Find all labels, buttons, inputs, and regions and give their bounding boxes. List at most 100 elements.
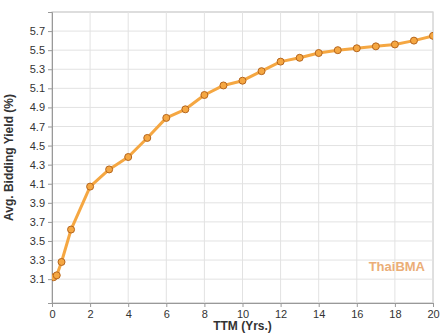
point [315,50,322,57]
tick-mark [48,260,52,261]
grid-line [90,12,91,303]
tick: 4.9 [30,101,52,113]
chart: 0 2 4 6 8 10 12 14 16 18 20 3.1 3.3 3.5 3.7 3.9 4.1 4.3 4.… [0,0,447,333]
point [430,32,434,39]
tick: 3.9 [30,197,52,209]
grid-line [166,12,167,303]
tick-mark [48,88,52,89]
point [125,154,132,161]
point [239,77,246,84]
tick-label: 3.7 [30,216,45,228]
point [58,258,65,265]
point [201,92,208,99]
grid-line [356,12,357,303]
point [53,272,60,279]
tick-mark [48,165,52,166]
tick: 3.5 [30,235,52,247]
tick-mark [48,69,52,70]
tick: 4.7 [30,121,52,133]
tick-mark [243,303,244,307]
tick-mark [48,203,52,204]
tick: 6 [164,303,170,320]
point [258,68,265,75]
tick-mark [48,31,52,32]
tick: 8 [202,303,208,320]
tick-label: 5.1 [30,82,45,94]
tick: 5.1 [30,82,52,94]
tick-mark [433,303,434,307]
plot: 0 2 4 6 8 10 12 14 16 18 20 3.1 3.3 3.5 3.7 3.9 4.1 4.3 4.… [30,12,440,320]
point [220,82,227,89]
tick-label: 4.9 [30,101,45,113]
point [163,114,170,121]
tick-label: 10 [237,308,249,320]
grid-line [242,12,243,303]
tick-label: 2 [88,308,94,320]
grid-line [433,12,434,303]
tick-label: 5.7 [30,25,45,37]
point [277,58,284,65]
tick: 16 [351,303,363,320]
tick: 2 [88,303,94,320]
tick-mark [166,303,167,307]
tick: 4 [126,303,132,320]
tick-mark [48,146,52,147]
point [68,226,75,233]
tick-mark [48,279,52,280]
axis-line [53,304,434,308]
tick-label: 4.3 [30,159,45,171]
tick: 5.7 [30,25,52,37]
tick-mark [357,303,358,307]
point [296,54,303,61]
tick-mark [48,107,52,108]
watermark: ThaiBMA [369,259,426,274]
tick-label: 4.1 [30,178,45,190]
tick-label: 4.5 [30,140,45,152]
tick: 4.1 [30,178,52,190]
tick: 4.5 [30,140,52,152]
tick-label: 6 [164,308,170,320]
tick-mark [395,303,396,307]
tick-mark [319,303,320,307]
tick-label: 5.3 [30,63,45,75]
tick-label: 4.7 [30,121,45,133]
point [87,183,94,190]
point [182,106,189,113]
tick-mark [90,303,91,307]
x-axis-title: TTM (Yrs.) [213,319,272,333]
tick-label: 14 [313,308,325,320]
grid-line [204,12,205,303]
tick: 3.7 [30,216,52,228]
tick-mark [48,241,52,242]
y-axis-title: Avg. Bidding Yield (%) [2,94,16,221]
point [372,43,379,50]
tick: 12 [275,303,287,320]
tick-mark [48,50,52,51]
tick-mark [128,303,129,307]
tick: 20 [427,303,439,320]
tick: 10 [237,303,249,320]
point [144,134,151,141]
tick-label: 3.1 [30,273,45,285]
tick-mark [48,222,52,223]
tick: 5.5 [30,44,52,56]
tick-mark [48,126,52,127]
tick-mark [48,184,52,185]
grid-line [280,12,281,303]
point [391,41,398,48]
point [334,47,341,54]
tick: 14 [313,303,325,320]
tick: 18 [389,303,401,320]
point [353,45,360,52]
tick-label: 12 [275,308,287,320]
tick-label: 3.9 [30,197,45,209]
tick: 5.3 [30,63,52,75]
series [52,32,433,280]
grid [52,12,433,303]
y-axis: 3.1 3.3 3.5 3.7 3.9 4.1 4.3 4.5 4.7 4.9 5.1 5.3 5.5 5… [30,13,53,304]
tick-label: 0 [49,308,55,320]
tick-label: 8 [202,308,208,320]
tick: 3.3 [30,254,52,266]
axis-line [48,13,53,304]
tick: 4.3 [30,159,52,171]
